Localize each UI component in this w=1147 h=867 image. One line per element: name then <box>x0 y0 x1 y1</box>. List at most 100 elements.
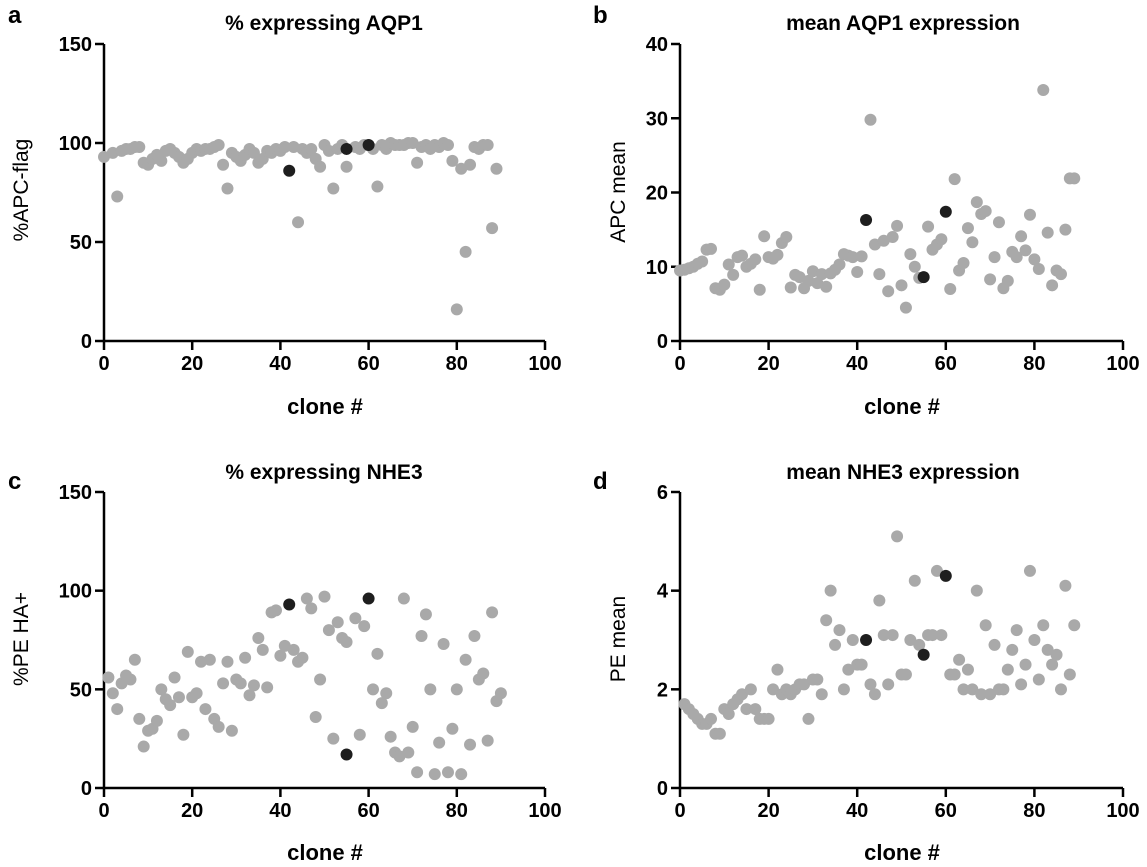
data-point-b <box>780 231 793 244</box>
data-point-c <box>411 766 424 779</box>
data-point-c <box>415 630 428 643</box>
data-point-c <box>477 667 490 680</box>
highlight-point-a <box>362 138 375 151</box>
chart-title-a: % expressing AQP1 <box>225 12 423 35</box>
data-point-c <box>256 643 269 656</box>
data-point-a <box>486 222 499 235</box>
x-tick-label-d: 40 <box>846 800 868 822</box>
data-point-c <box>261 681 274 694</box>
x-tick-label-a: 20 <box>181 353 203 375</box>
y-tick-label-c: 50 <box>70 679 92 701</box>
y-tick-label-b: 30 <box>646 108 668 130</box>
chart-title-b: mean AQP1 expression <box>786 12 1020 35</box>
data-point-d <box>899 668 912 681</box>
data-point-d <box>1032 673 1045 686</box>
data-point-c <box>464 738 477 751</box>
data-point-c <box>124 673 137 686</box>
data-point-d <box>908 574 921 587</box>
data-point-a <box>327 182 340 195</box>
data-point-a <box>490 162 503 175</box>
data-point-b <box>1001 274 1014 287</box>
x-tick-label-b: 100 <box>1106 353 1139 375</box>
data-point-b <box>1037 84 1050 97</box>
data-point-c <box>424 683 437 696</box>
data-point-b <box>855 250 868 263</box>
data-point-b <box>758 230 771 243</box>
data-point-c <box>380 687 393 700</box>
data-point-d <box>740 703 753 716</box>
chart-title-d: mean NHE3 expression <box>786 461 1019 484</box>
x-axis-label-c: clone # <box>287 840 363 865</box>
data-point-d <box>868 688 881 701</box>
data-point-c <box>309 710 322 723</box>
data-point-d <box>979 619 992 632</box>
x-axis-label-a: clone # <box>287 394 363 419</box>
x-tick-label-a: 100 <box>528 353 561 375</box>
data-point-c <box>296 651 309 664</box>
data-point-c <box>239 651 252 664</box>
data-point-d <box>842 663 855 676</box>
data-point-d <box>957 683 970 696</box>
data-point-b <box>784 281 797 294</box>
data-point-a <box>464 158 477 171</box>
data-point-c <box>128 653 141 666</box>
x-tick-label-b: 0 <box>674 353 685 375</box>
data-point-b <box>846 251 859 264</box>
y-tick-label-b: 40 <box>646 34 668 56</box>
x-tick-label-b: 80 <box>1023 353 1045 375</box>
data-point-d <box>930 564 943 577</box>
data-point-a <box>411 156 424 169</box>
scatter-chart-c: % expressing NHE3 0 50 100 150 0 20 40 60 80 100 cl… <box>10 461 562 865</box>
data-point-b <box>873 268 886 281</box>
data-point-d <box>820 614 833 627</box>
data-point-b <box>1032 262 1045 275</box>
data-point-a <box>314 160 327 173</box>
data-point-c <box>212 720 225 733</box>
data-point-d <box>975 688 988 701</box>
data-point-c <box>340 635 353 648</box>
data-point-d <box>846 634 859 646</box>
y-tick-label-c: 150 <box>59 482 92 504</box>
x-tick-label-b: 40 <box>846 353 868 375</box>
data-point-c <box>111 703 124 716</box>
y-tick-label-a: 0 <box>81 331 92 353</box>
data-point-d <box>837 683 850 696</box>
data-point-d <box>877 629 890 642</box>
highlight-point-d <box>939 569 952 582</box>
data-point-b <box>984 273 997 286</box>
data-point-b <box>727 268 740 281</box>
data-point-a <box>247 146 260 159</box>
data-point-c <box>349 612 362 625</box>
data-point-b <box>718 278 731 291</box>
data-point-b <box>992 216 1005 229</box>
data-point-c <box>234 677 247 690</box>
x-tick-label-d: 60 <box>935 800 957 822</box>
data-point-b <box>922 220 935 233</box>
data-point-d <box>970 584 983 597</box>
data-point-a <box>212 138 225 151</box>
data-point-d <box>1015 678 1028 691</box>
data-point-b <box>904 248 917 261</box>
y-tick-label-a: 150 <box>59 34 92 56</box>
x-tick-label-c: 60 <box>357 800 379 822</box>
data-point-d <box>1001 663 1014 676</box>
data-point-a <box>133 140 146 153</box>
data-point-c <box>327 732 340 745</box>
data-point-d <box>961 663 974 676</box>
data-point-c <box>150 714 163 727</box>
x-tick-label-c: 20 <box>181 800 203 822</box>
data-point-b <box>749 253 762 266</box>
data-point-c <box>446 722 459 735</box>
data-point-d <box>767 683 780 696</box>
data-point-b <box>864 113 877 126</box>
data-point-c <box>252 632 265 645</box>
data-point-d <box>891 530 904 543</box>
x-tick-label-a: 80 <box>446 353 468 375</box>
data-point-c <box>375 697 388 710</box>
data-point-d <box>984 688 997 701</box>
y-tick-label-c: 0 <box>81 778 92 800</box>
data-point-c <box>102 671 115 684</box>
data-point-d <box>798 678 811 691</box>
data-point-c <box>358 620 371 633</box>
